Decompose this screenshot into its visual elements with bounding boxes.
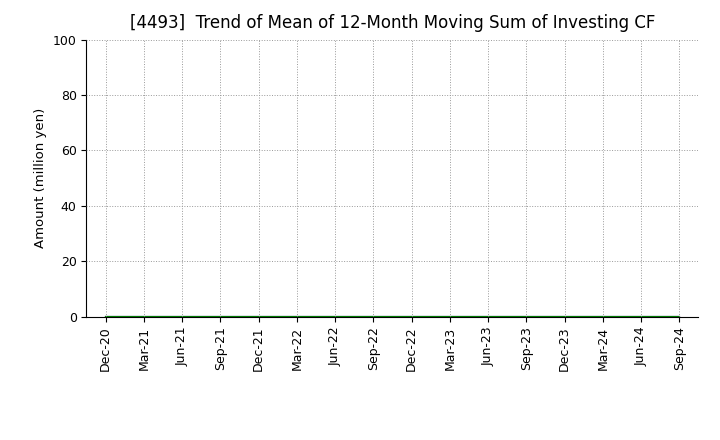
10 Years [446, 314, 454, 319]
3 Years [292, 314, 301, 319]
7 Years [216, 314, 225, 319]
5 Years [560, 314, 569, 319]
10 Years [178, 314, 186, 319]
3 Years [254, 314, 263, 319]
5 Years [216, 314, 225, 319]
10 Years [216, 314, 225, 319]
3 Years [178, 314, 186, 319]
10 Years [369, 314, 377, 319]
5 Years [178, 314, 186, 319]
5 Years [102, 314, 110, 319]
10 Years [330, 314, 339, 319]
7 Years [522, 314, 531, 319]
5 Years [292, 314, 301, 319]
3 Years [446, 314, 454, 319]
7 Years [254, 314, 263, 319]
3 Years [330, 314, 339, 319]
3 Years [140, 314, 148, 319]
Title: [4493]  Trend of Mean of 12-Month Moving Sum of Investing CF: [4493] Trend of Mean of 12-Month Moving … [130, 15, 655, 33]
10 Years [140, 314, 148, 319]
3 Years [216, 314, 225, 319]
3 Years [522, 314, 531, 319]
3 Years [484, 314, 492, 319]
7 Years [675, 314, 683, 319]
10 Years [522, 314, 531, 319]
5 Years [522, 314, 531, 319]
10 Years [408, 314, 416, 319]
5 Years [408, 314, 416, 319]
10 Years [254, 314, 263, 319]
7 Years [369, 314, 377, 319]
3 Years [675, 314, 683, 319]
3 Years [408, 314, 416, 319]
10 Years [675, 314, 683, 319]
7 Years [446, 314, 454, 319]
7 Years [598, 314, 607, 319]
3 Years [598, 314, 607, 319]
10 Years [484, 314, 492, 319]
5 Years [254, 314, 263, 319]
3 Years [369, 314, 377, 319]
5 Years [140, 314, 148, 319]
7 Years [636, 314, 645, 319]
5 Years [636, 314, 645, 319]
5 Years [446, 314, 454, 319]
10 Years [636, 314, 645, 319]
7 Years [102, 314, 110, 319]
10 Years [598, 314, 607, 319]
5 Years [330, 314, 339, 319]
7 Years [408, 314, 416, 319]
5 Years [369, 314, 377, 319]
5 Years [675, 314, 683, 319]
3 Years [560, 314, 569, 319]
7 Years [140, 314, 148, 319]
7 Years [178, 314, 186, 319]
10 Years [560, 314, 569, 319]
5 Years [484, 314, 492, 319]
7 Years [484, 314, 492, 319]
7 Years [292, 314, 301, 319]
7 Years [560, 314, 569, 319]
3 Years [102, 314, 110, 319]
3 Years [636, 314, 645, 319]
Y-axis label: Amount (million yen): Amount (million yen) [35, 108, 48, 248]
5 Years [598, 314, 607, 319]
7 Years [330, 314, 339, 319]
10 Years [292, 314, 301, 319]
10 Years [102, 314, 110, 319]
